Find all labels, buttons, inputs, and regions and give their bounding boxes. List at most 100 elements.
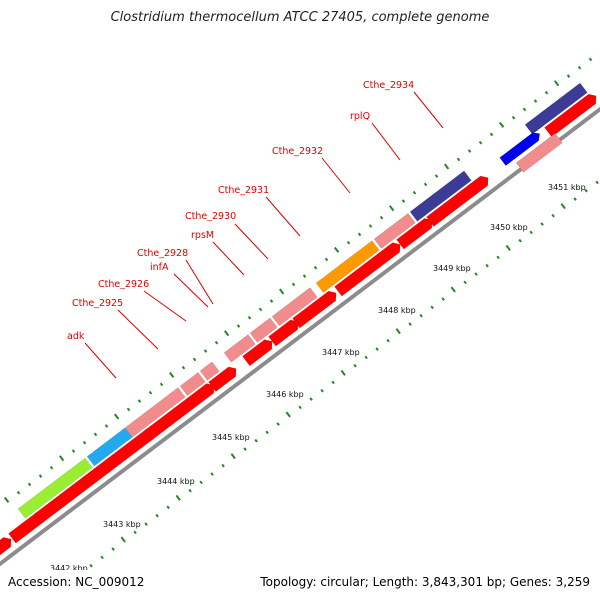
gene-label: infA: [150, 262, 169, 273]
label-leader: [321, 157, 351, 194]
feature-tracks: [0, 82, 597, 556]
inner-tick: [320, 388, 324, 393]
outer-tick: [93, 432, 98, 437]
gene-label: rpsM: [191, 230, 214, 241]
label-leader: [117, 309, 159, 350]
outer-tick: [59, 455, 65, 462]
cds-arrow: [242, 339, 273, 367]
outer-tick: [554, 80, 560, 87]
outer-tick: [577, 65, 582, 70]
tick-marks: [4, 50, 600, 568]
outer-feature: [409, 170, 472, 222]
outer-tick: [467, 149, 472, 153]
outer-tick: [137, 399, 142, 403]
outer-tick: [499, 121, 505, 128]
accession-text: Accession: NC_009012: [8, 575, 145, 589]
outer-tick: [4, 496, 10, 503]
outer-feature: [315, 240, 380, 293]
label-leader: [185, 259, 214, 305]
inner-tick: [395, 328, 401, 335]
outer-tick: [588, 57, 593, 62]
inner-tick: [474, 272, 478, 276]
inner-tick: [340, 369, 346, 376]
outer-tick: [269, 299, 274, 303]
inner-tick: [485, 263, 489, 268]
outer-tick: [522, 107, 527, 112]
gene-label: Cthe_2928: [137, 248, 188, 259]
inner-tick: [285, 411, 291, 418]
gene-label: Cthe_2926: [98, 279, 149, 290]
inner-tick: [595, 180, 599, 185]
outer-feature: [124, 387, 186, 438]
cds-arrow: [292, 290, 337, 329]
inner-tick: [144, 522, 148, 526]
inner-tick: [89, 563, 93, 568]
inner-tick: [210, 472, 214, 476]
outer-tick: [412, 190, 417, 195]
outer-tick: [346, 240, 351, 245]
gene-label: Cthe_2932: [272, 146, 323, 157]
scale-label: 3445 kbp: [212, 433, 250, 442]
outer-tick: [444, 163, 450, 170]
inner-tick: [375, 347, 379, 351]
gene-label: Cthe_2934: [363, 80, 414, 91]
scale-label: 3448 kbp: [378, 306, 416, 315]
outer-tick: [511, 115, 516, 120]
outer-tick: [324, 257, 329, 262]
scale-label: 3444 kbp: [157, 477, 195, 486]
outer-tick: [181, 365, 186, 370]
scale-label: 3449 kbp: [433, 264, 471, 273]
inner-tick: [111, 547, 115, 551]
outer-tick: [192, 357, 197, 362]
outer-tick: [114, 413, 120, 420]
outer-tick: [423, 182, 428, 187]
gene-label: Cthe_2931: [218, 185, 269, 196]
outer-feature: [271, 287, 318, 327]
inner-tick: [419, 313, 423, 318]
outer-tick: [379, 215, 384, 220]
inner-tick: [188, 488, 192, 493]
gene-label: adk: [67, 331, 85, 342]
inner-tick: [573, 197, 577, 201]
outer-feature: [373, 212, 416, 249]
outer-feature: [223, 334, 256, 363]
outer-tick: [82, 440, 87, 445]
label-leader: [234, 223, 269, 260]
outer-tick: [544, 90, 549, 95]
outer-tick: [566, 74, 571, 78]
label-leader: [265, 196, 301, 237]
inner-tick: [386, 338, 390, 343]
label-leader: [413, 91, 444, 129]
outer-tick: [104, 424, 109, 428]
inner-tick: [551, 213, 555, 218]
scale-labels: 3442 kbp 3443 kbp 3444 kbp 3445 kbp 3446 kbp…: [50, 183, 586, 570]
outer-tick: [368, 224, 373, 228]
outer-tick: [478, 140, 483, 145]
inner-tick: [441, 297, 445, 301]
inner-tick: [496, 255, 500, 260]
outer-feature: [199, 361, 220, 381]
inner-tick: [298, 405, 302, 410]
label-leader: [371, 122, 401, 161]
inner-tick: [463, 280, 467, 285]
inner-tick: [309, 397, 313, 401]
inner-tick: [505, 244, 511, 251]
outer-tick: [236, 324, 241, 328]
gene-label: Cthe_2925: [72, 298, 123, 309]
outer-tick: [224, 330, 230, 337]
genome-summary: Topology: circular; Length: 3,843,301 bp…: [260, 575, 590, 589]
cds-arrow: [334, 242, 401, 297]
inner-tick: [331, 380, 335, 385]
outer-tick: [313, 265, 318, 270]
cds-arrow: [220, 366, 237, 383]
cds-arrow: [188, 383, 215, 408]
scale-label: 3451 kbp: [548, 183, 586, 192]
outer-tick: [247, 315, 252, 320]
scale-label: 3446 kbp: [266, 390, 304, 399]
outer-tick: [302, 274, 307, 278]
outer-tick: [16, 490, 21, 495]
label-leader: [212, 241, 245, 276]
